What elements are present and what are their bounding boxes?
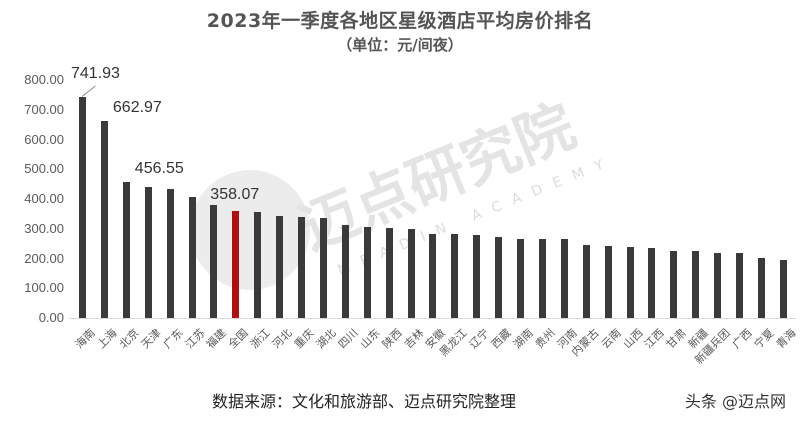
bar-11 (319, 218, 327, 318)
bar-29 (714, 252, 722, 318)
bar-12 (341, 224, 349, 318)
bar-13 (363, 227, 371, 318)
y-tick-label: 0.00 (38, 310, 64, 325)
bar-23 (582, 245, 590, 318)
data-label: 662.97 (112, 98, 162, 116)
label-leader-line (81, 85, 96, 98)
data-source-note: 数据来源：文化和旅游部、迈点研究院整理 (212, 392, 517, 411)
bar-32 (779, 259, 787, 318)
x-axis-line (70, 318, 796, 319)
chart-title: 2023年一季度各地区星级酒店平均房价排名 (206, 10, 594, 32)
bar-24 (604, 245, 612, 318)
data-label: 456.55 (134, 160, 184, 178)
bar-15 (407, 228, 415, 318)
bar-18 (473, 235, 481, 318)
y-tick-label: 500.00 (24, 161, 64, 177)
bar-30 (736, 252, 743, 318)
bar-17 (451, 234, 459, 318)
brand-credit: 头条 @迈点网 (684, 392, 786, 411)
bar-19 (495, 237, 503, 318)
bar-4 (166, 189, 174, 318)
bar-10 (298, 217, 305, 318)
bar-25 (626, 247, 634, 318)
y-tick-label: 100.00 (24, 280, 64, 296)
bar-3 (144, 187, 152, 318)
data-label: 741.93 (71, 65, 120, 83)
bar-28 (692, 251, 700, 318)
bar-26 (648, 247, 656, 318)
bar-7 (232, 211, 240, 318)
bar-2 (122, 182, 130, 318)
y-tick-label: 600.00 (24, 131, 64, 147)
bar-16 (429, 234, 437, 318)
bar-0 (79, 97, 86, 318)
watermark-text: 迈点研究院 (290, 91, 584, 263)
bar-9 (276, 216, 284, 318)
bar-31 (757, 258, 765, 318)
y-tick-label: 700.00 (24, 101, 64, 117)
y-tick-label: 400.00 (24, 191, 64, 206)
y-tick-label: 200.00 (24, 250, 64, 266)
y-tick-label: 300.00 (24, 220, 64, 236)
bar-1 (100, 120, 108, 318)
x-tick-label: 青海 (773, 326, 799, 352)
bar-14 (385, 228, 393, 318)
bar-21 (538, 238, 546, 318)
bar-6 (210, 205, 218, 318)
data-label: 358.07 (210, 186, 260, 204)
bar-8 (254, 212, 262, 318)
bar-5 (188, 197, 196, 318)
bar-22 (560, 239, 568, 318)
y-tick-label: 800.00 (24, 72, 64, 87)
bar-20 (517, 238, 524, 318)
bar-27 (670, 251, 678, 318)
chart-subtitle: （单位：元/间夜） (337, 36, 463, 54)
